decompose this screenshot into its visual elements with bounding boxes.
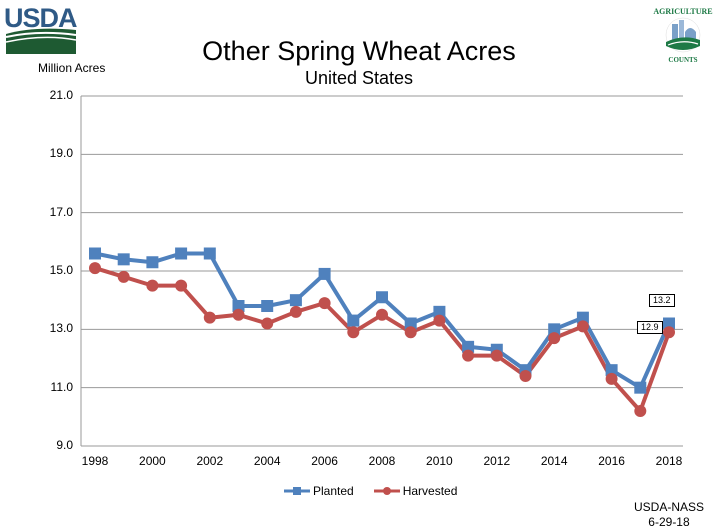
x-tick-label: 2010 (426, 454, 453, 468)
agriculture-counts-logo: AGRICULTURE COUNTS (652, 2, 714, 64)
x-tick-label: 1998 (81, 454, 109, 468)
x-tick-label: 2006 (311, 454, 338, 468)
data-point-planted-1998 (89, 247, 101, 260)
data-point-planted-2003 (232, 300, 245, 312)
data-point-harvested-2006 (318, 297, 331, 310)
data-point-planted-2002 (203, 247, 216, 260)
badge-top-text: AGRICULTURE (653, 7, 712, 16)
data-point-harvested-2002 (203, 311, 216, 324)
source-agency: USDA-NASS (633, 500, 704, 514)
y-tick-label: 21.0 (49, 88, 73, 102)
x-tick-label: 2002 (196, 454, 224, 468)
data-label-harvested-2018: 12.9 (637, 321, 663, 335)
data-point-harvested-2018 (663, 326, 675, 339)
legend-harvested-swatch (373, 487, 400, 495)
data-point-planted-2009 (404, 317, 417, 330)
usda-logo: USDA (4, 4, 78, 54)
data-point-planted-2007 (347, 314, 360, 327)
data-point-planted-2014 (548, 323, 561, 336)
x-tick-label: 2004 (253, 454, 281, 468)
x-tick-label: 2000 (139, 454, 166, 468)
data-point-planted-2017 (634, 381, 647, 394)
y-tick-label: 11.0 (50, 379, 73, 394)
data-point-harvested-2015 (576, 320, 589, 333)
y-tick-label: 9.0 (56, 438, 73, 452)
data-point-harvested-2013 (519, 370, 532, 382)
usda-logo-graphic (5, 28, 77, 54)
x-tick-label: 2008 (368, 454, 396, 468)
data-point-planted-2005 (289, 294, 302, 307)
y-tick-label: 19.0 (49, 146, 73, 161)
data-point-planted-2016 (605, 364, 618, 377)
badge-bottom-text: COUNTS (668, 56, 697, 64)
usda-logo-text: USDA (4, 3, 78, 33)
source-note: USDA-NASS 6-29-18 (634, 500, 704, 530)
data-point-harvested-2016 (605, 372, 618, 385)
data-point-harvested-2008 (376, 308, 388, 321)
data-point-harvested-2003 (232, 308, 245, 321)
legend-label-harvested: Harvested (402, 484, 458, 498)
data-point-harvested-2009 (404, 326, 417, 339)
y-axis-label: Million Acres (38, 61, 106, 75)
data-point-harvested-2001 (175, 279, 188, 292)
data-point-harvested-2004 (261, 317, 274, 330)
y-tick-label: 17.0 (49, 204, 73, 219)
chart-title: Other Spring Wheat Acres (202, 36, 516, 66)
chart-subtitle: United States (304, 68, 414, 88)
data-label-planted-2018: 13.2 (649, 293, 675, 307)
data-point-planted-2010 (433, 305, 446, 318)
x-tick-label: 2014 (540, 454, 568, 468)
y-tick-label: 13.0 (49, 321, 73, 336)
x-tick-label: 2016 (598, 454, 625, 468)
data-point-harvested-1999 (117, 270, 130, 283)
legend-item-planted: Planted (284, 484, 354, 498)
data-point-harvested-2014 (548, 332, 561, 345)
source-date: 6-29-18 (648, 515, 690, 529)
data-point-planted-2008 (376, 291, 388, 304)
legend-label-planted: Planted (313, 484, 354, 498)
data-point-harvested-2005 (289, 305, 302, 318)
legend-planted-swatch (284, 487, 310, 495)
data-point-harvested-2011 (462, 349, 475, 362)
data-point-planted-1999 (117, 253, 130, 266)
chart-legend: Planted Harvested (284, 484, 457, 498)
data-point-harvested-1998 (89, 262, 101, 275)
data-point-planted-2001 (175, 247, 188, 260)
data-point-harvested-2007 (347, 326, 360, 339)
data-point-planted-2015 (576, 311, 589, 324)
data-point-planted-2006 (318, 267, 331, 280)
data-point-harvested-2012 (490, 349, 503, 362)
x-tick-label: 2018 (655, 454, 683, 468)
y-tick-label: 15.0 (49, 263, 73, 277)
data-point-planted-2004 (261, 300, 274, 312)
legend-item-harvested: Harvested (373, 484, 458, 498)
data-point-planted-2018 (663, 317, 675, 330)
data-point-planted-2011 (462, 340, 475, 353)
data-point-harvested-2017 (634, 405, 647, 417)
data-point-planted-2000 (146, 256, 159, 269)
data-point-harvested-2000 (146, 279, 159, 292)
x-tick-label: 2012 (483, 454, 511, 468)
data-point-harvested-2010 (433, 314, 446, 327)
